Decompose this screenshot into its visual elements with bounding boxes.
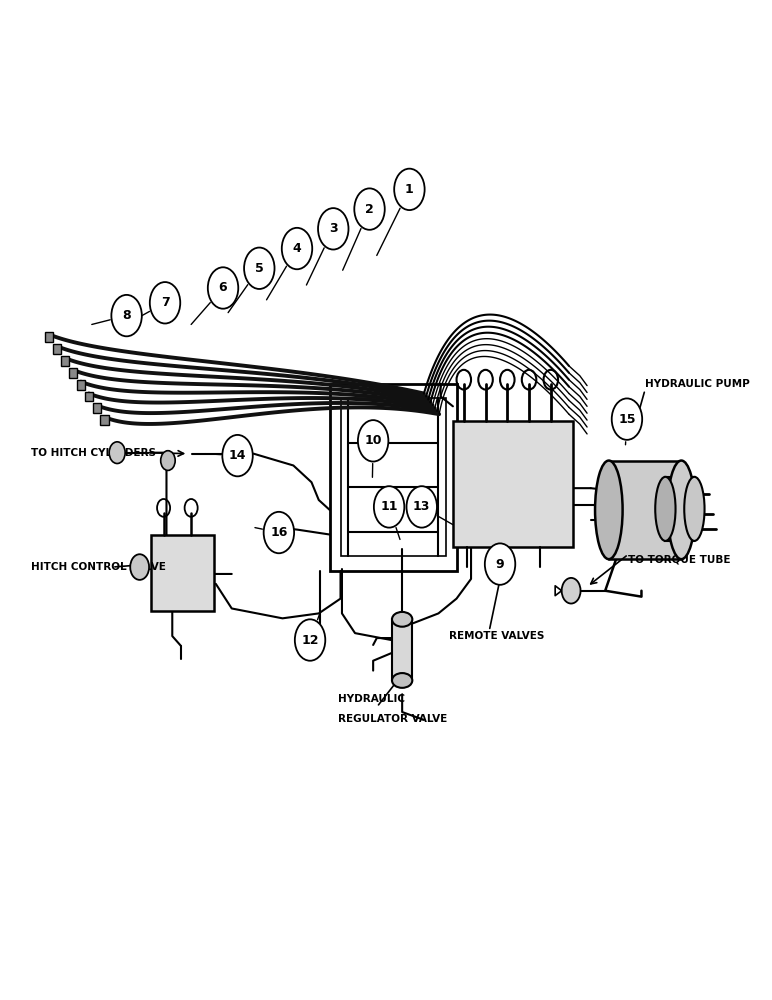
Text: 8: 8 bbox=[122, 309, 131, 322]
Text: 1: 1 bbox=[405, 183, 414, 196]
Circle shape bbox=[161, 451, 175, 470]
Circle shape bbox=[394, 169, 425, 210]
FancyBboxPatch shape bbox=[85, 392, 93, 401]
Circle shape bbox=[208, 267, 239, 309]
Circle shape bbox=[282, 228, 312, 269]
Text: 6: 6 bbox=[218, 281, 227, 294]
Circle shape bbox=[562, 578, 581, 604]
FancyBboxPatch shape bbox=[453, 421, 573, 547]
Text: 3: 3 bbox=[329, 222, 337, 235]
Text: 13: 13 bbox=[413, 500, 431, 513]
FancyBboxPatch shape bbox=[52, 344, 61, 354]
FancyBboxPatch shape bbox=[69, 368, 77, 378]
FancyBboxPatch shape bbox=[392, 619, 412, 680]
FancyBboxPatch shape bbox=[665, 477, 694, 541]
Ellipse shape bbox=[595, 461, 622, 559]
Circle shape bbox=[109, 442, 125, 464]
Ellipse shape bbox=[684, 477, 705, 541]
Text: 9: 9 bbox=[496, 558, 504, 571]
Ellipse shape bbox=[392, 612, 412, 627]
Circle shape bbox=[374, 486, 405, 528]
Text: 12: 12 bbox=[301, 634, 319, 647]
Circle shape bbox=[318, 208, 348, 250]
Text: TO HITCH CYLINDERS: TO HITCH CYLINDERS bbox=[31, 448, 156, 458]
Text: 14: 14 bbox=[229, 449, 246, 462]
Ellipse shape bbox=[655, 477, 676, 541]
Text: 11: 11 bbox=[381, 500, 398, 513]
Circle shape bbox=[407, 486, 437, 528]
Text: 10: 10 bbox=[364, 434, 382, 447]
FancyBboxPatch shape bbox=[61, 356, 69, 366]
Ellipse shape bbox=[392, 673, 412, 688]
Text: 15: 15 bbox=[618, 413, 635, 426]
Text: REGULATOR VALVE: REGULATOR VALVE bbox=[338, 714, 448, 724]
Circle shape bbox=[611, 398, 642, 440]
Text: 4: 4 bbox=[293, 242, 301, 255]
Circle shape bbox=[130, 554, 149, 580]
Circle shape bbox=[150, 282, 180, 323]
Circle shape bbox=[295, 619, 325, 661]
Circle shape bbox=[244, 248, 275, 289]
Text: 5: 5 bbox=[255, 262, 264, 275]
FancyBboxPatch shape bbox=[76, 380, 85, 390]
FancyBboxPatch shape bbox=[151, 535, 215, 611]
FancyBboxPatch shape bbox=[45, 332, 53, 342]
Text: HITCH CONTROL VALVE: HITCH CONTROL VALVE bbox=[31, 562, 166, 572]
Text: TO TORQUE TUBE: TO TORQUE TUBE bbox=[628, 554, 731, 564]
Text: HYDRAULIC PUMP: HYDRAULIC PUMP bbox=[645, 379, 750, 389]
FancyBboxPatch shape bbox=[100, 415, 109, 425]
FancyBboxPatch shape bbox=[93, 403, 101, 413]
FancyBboxPatch shape bbox=[609, 461, 682, 559]
Circle shape bbox=[111, 295, 142, 336]
Text: 2: 2 bbox=[365, 203, 374, 216]
Circle shape bbox=[264, 512, 294, 553]
Text: 7: 7 bbox=[161, 296, 169, 309]
Circle shape bbox=[354, 188, 384, 230]
Text: 16: 16 bbox=[270, 526, 287, 539]
Circle shape bbox=[485, 543, 515, 585]
Circle shape bbox=[222, 435, 252, 476]
Text: REMOTE VALVES: REMOTE VALVES bbox=[449, 631, 545, 641]
Circle shape bbox=[358, 420, 388, 462]
Text: HYDRAULIC: HYDRAULIC bbox=[338, 694, 405, 704]
Ellipse shape bbox=[668, 461, 695, 559]
